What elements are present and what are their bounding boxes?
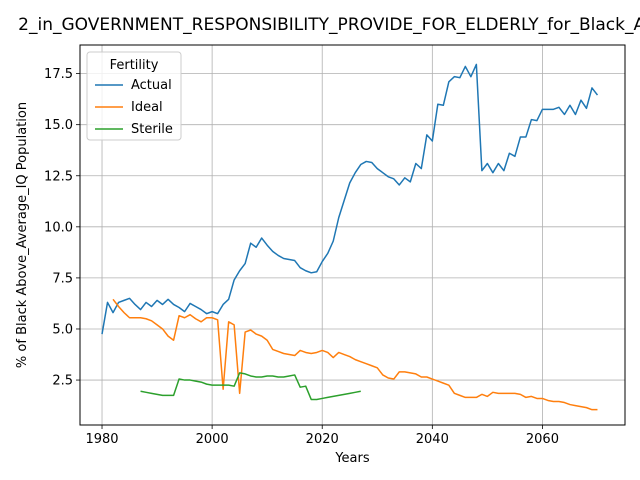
y-tick-label: 7.5 bbox=[52, 271, 73, 286]
y-axis-label: % of Black Above_Average_IQ Population bbox=[15, 102, 30, 368]
legend: Fertility Actual Ideal Sterile bbox=[86, 51, 182, 141]
y-tick-label: 5.0 bbox=[52, 322, 73, 337]
x-axis-label: Years bbox=[334, 451, 370, 466]
y-tick-label: 17.5 bbox=[44, 67, 73, 82]
series-line-ideal bbox=[112, 298, 598, 411]
x-axis: 1980 2000 2020 2040 2060 bbox=[85, 425, 559, 447]
y-tick-label: 12.5 bbox=[44, 169, 73, 184]
x-tick-label: 2040 bbox=[416, 432, 449, 447]
x-tick-label: 2020 bbox=[306, 432, 339, 447]
x-tick-label: 1980 bbox=[85, 432, 118, 447]
series-line-actual bbox=[101, 63, 599, 335]
y-tick-label: 15.0 bbox=[44, 118, 73, 133]
legend-entry-actual: Actual bbox=[131, 78, 172, 93]
legend-entry-ideal: Ideal bbox=[131, 100, 163, 115]
legend-entry-sterile: Sterile bbox=[131, 122, 173, 137]
series-line-sterile bbox=[140, 372, 361, 401]
chart-title: 2_in_GOVERNMENT_RESPONSIBILITY_PROVIDE_F… bbox=[18, 15, 640, 35]
y-axis: 2.5 5.0 7.5 10.0 12.5 15.0 17.5 bbox=[44, 67, 80, 389]
y-tick-label: 2.5 bbox=[52, 374, 73, 389]
y-tick-label: 10.0 bbox=[44, 220, 73, 235]
legend-box bbox=[86, 51, 182, 141]
x-tick-label: 2060 bbox=[526, 432, 559, 447]
legend-title: Fertility bbox=[110, 58, 159, 73]
x-tick-label: 2000 bbox=[196, 432, 229, 447]
plot-frame bbox=[79, 44, 626, 426]
series-lines bbox=[101, 63, 599, 411]
